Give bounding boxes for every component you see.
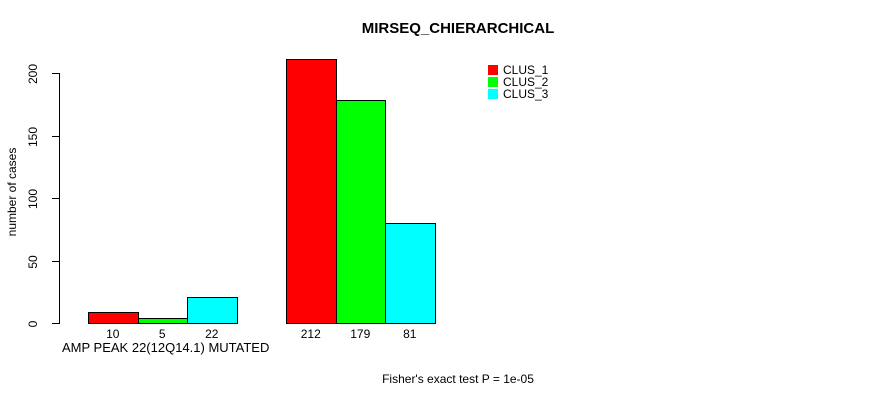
bar-value-label: 212 (300, 327, 321, 341)
bar-clus_2-group1 (137, 317, 188, 324)
y-tick-label: 50 (26, 254, 40, 269)
bar-value-label: 81 (403, 327, 417, 341)
bar-value-label: 5 (158, 327, 166, 341)
footnote-pvalue: Fisher's exact test P = 1e-05 (382, 372, 534, 386)
legend-item-clus-3: CLUS_3 (488, 88, 548, 100)
y-tick-mark (52, 73, 60, 74)
bar-clus_1-group1 (88, 311, 139, 324)
bar-clus_3-group1 (187, 296, 238, 324)
legend-swatch-clus-3 (488, 89, 498, 99)
category-label: AMP PEAK 22(12Q14.1) MUTATED (62, 340, 270, 355)
bar-value-label: 10 (106, 327, 120, 341)
y-tick-mark (52, 198, 60, 199)
legend-swatch-clus-1 (488, 65, 498, 75)
y-tick-label: 0 (26, 320, 40, 328)
legend-item-clus-1: CLUS_1 (488, 64, 548, 76)
chart-title: MIRSEQ_CHIERARCHICAL (361, 20, 555, 37)
bar-clus_2-group2 (335, 100, 386, 324)
bar-value-label: 22 (205, 327, 219, 341)
y-tick-label: 150 (26, 126, 40, 147)
y-tick-mark (52, 323, 60, 324)
y-tick-label: 100 (26, 188, 40, 210)
y-tick-mark (52, 261, 60, 262)
y-tick-mark (52, 136, 60, 137)
bar-clus_3-group2 (385, 222, 436, 324)
bar-value-label: 179 (350, 327, 371, 341)
legend-swatch-clus-2 (488, 77, 498, 87)
legend-item-clus-2: CLUS_2 (488, 76, 548, 88)
y-axis-label: number of cases (5, 147, 19, 237)
legend-label-clus-2: CLUS_2 (503, 75, 549, 89)
y-tick-label: 200 (26, 63, 40, 85)
legend-label-clus-1: CLUS_1 (503, 63, 549, 77)
legend-label-clus-3: CLUS_3 (503, 87, 549, 101)
legend: CLUS_1 CLUS_2 CLUS_3 (488, 64, 548, 100)
y-axis-line (59, 74, 60, 324)
bar-clus_1-group2 (286, 59, 337, 324)
